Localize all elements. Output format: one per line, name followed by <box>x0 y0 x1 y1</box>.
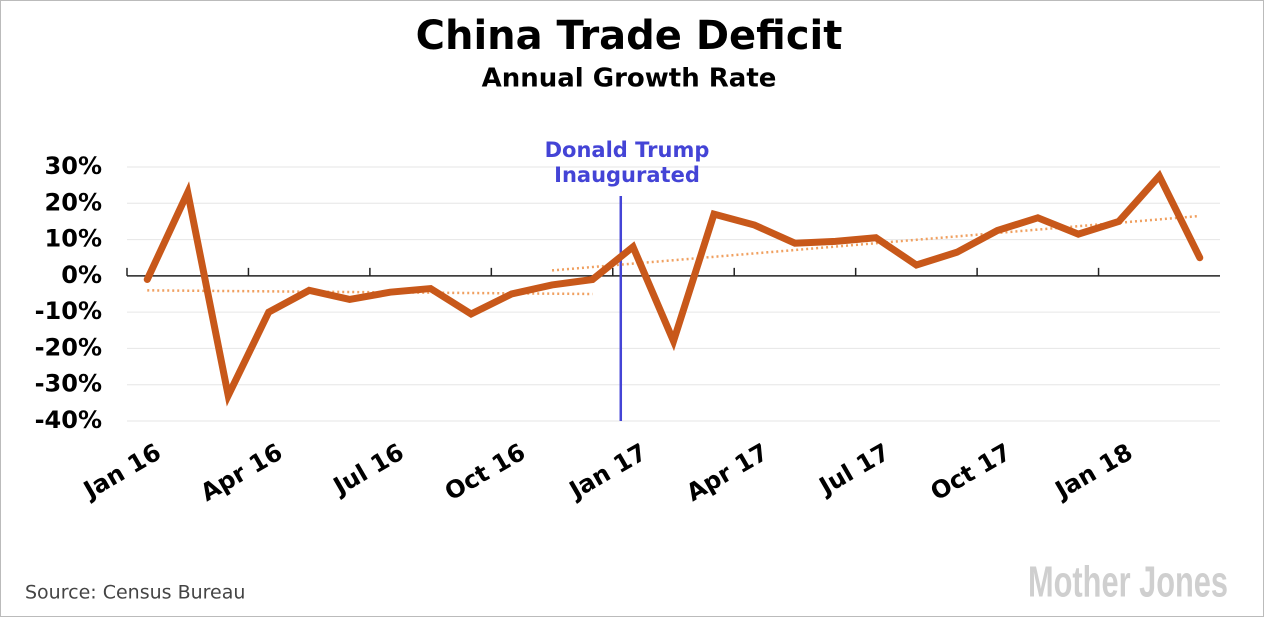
y-tick-label: 0% <box>61 261 102 289</box>
source: Source: Census Bureau <box>25 582 245 604</box>
y-tick-label: -30% <box>35 370 102 398</box>
trend-line <box>551 214 1200 272</box>
chart-title: China Trade Deficit <box>416 13 843 59</box>
logo: Mother Jones <box>1028 558 1228 607</box>
annotation-label: Donald Trump <box>545 138 710 162</box>
y-tick-label: -20% <box>35 333 102 361</box>
y-tick-label: 30% <box>45 152 102 180</box>
y-tick-label: -10% <box>35 297 102 325</box>
data-line <box>143 169 1204 407</box>
y-tick-label: 20% <box>45 188 102 216</box>
chart-subtitle: Annual Growth Rate <box>482 64 777 94</box>
annotation-label: Inaugurated <box>554 163 700 187</box>
y-tick-label: -40% <box>35 406 102 434</box>
y-tick-label: 10% <box>45 225 102 253</box>
